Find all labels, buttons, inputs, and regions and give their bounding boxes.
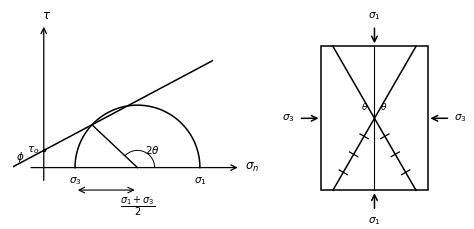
Text: $\theta$: $\theta$ xyxy=(380,101,387,112)
Text: $\tau$: $\tau$ xyxy=(42,9,51,22)
Text: $\sigma_n$: $\sigma_n$ xyxy=(245,161,259,174)
Text: $\dfrac{\sigma_1 + \sigma_3}{2}$: $\dfrac{\sigma_1 + \sigma_3}{2}$ xyxy=(119,194,155,218)
Text: $\tau_o$: $\tau_o$ xyxy=(27,144,39,156)
Text: $\sigma_3$: $\sigma_3$ xyxy=(282,112,295,124)
Text: $\sigma_3$: $\sigma_3$ xyxy=(69,175,82,187)
Text: $\sigma_1$: $\sigma_1$ xyxy=(194,175,206,187)
Text: $\sigma_3$: $\sigma_3$ xyxy=(454,112,467,124)
Text: $\phi$: $\phi$ xyxy=(16,150,25,164)
Text: $\theta$: $\theta$ xyxy=(362,101,369,112)
Text: $2\theta$: $2\theta$ xyxy=(145,144,160,156)
Text: $\sigma_1$: $\sigma_1$ xyxy=(368,10,381,22)
Text: $\sigma_1$: $\sigma_1$ xyxy=(368,215,381,227)
